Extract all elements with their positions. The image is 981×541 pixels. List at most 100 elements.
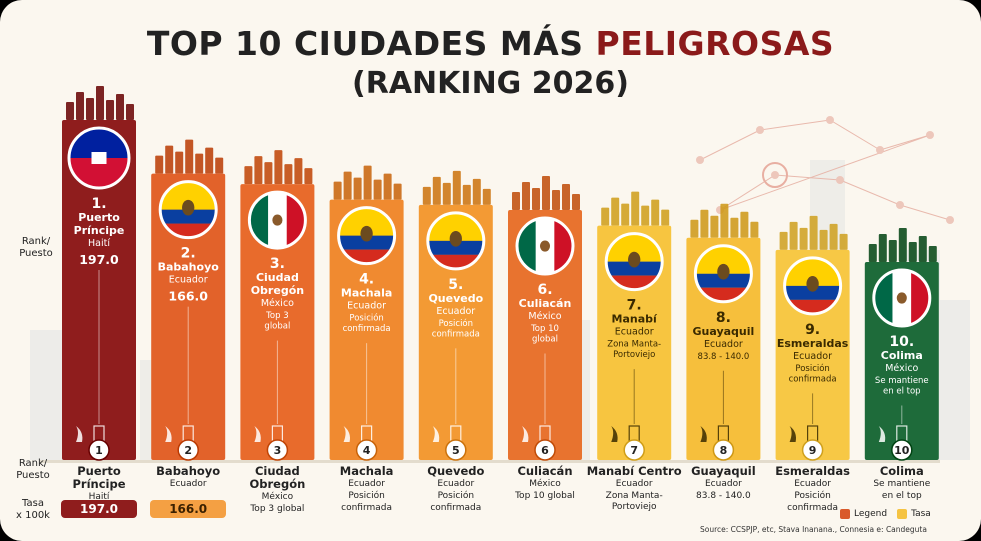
network-node (826, 116, 834, 124)
bottom-sub: Top 3 global (250, 504, 305, 514)
bar-note-label: confirmada (789, 374, 837, 384)
rank-circle-number: 6 (541, 444, 549, 457)
bar-rank-label: 5. (448, 277, 463, 293)
bottom-sub: confirmada (430, 503, 482, 513)
bottom-sub: Ecuador (794, 479, 831, 489)
bottom-city: Guayaquil (691, 464, 756, 478)
bar-skyline (333, 165, 402, 200)
fire-icon (700, 426, 707, 442)
bottom-sub: México (261, 492, 294, 502)
skyline-tower (442, 182, 451, 205)
rate-label-line-2: x 100k (16, 510, 50, 521)
skyline-tower (868, 244, 877, 262)
skyline-tower (462, 184, 471, 205)
bar-4 (329, 199, 404, 460)
bottom-sub: Posición (348, 491, 385, 501)
bar-skyline (244, 150, 313, 185)
bar-country-label: Haití (88, 238, 110, 249)
bar-city-label: Obregón (251, 284, 304, 297)
bar-country-label: Ecuador (704, 339, 743, 350)
network-decoration (696, 116, 954, 224)
bottom-label-1: Puerto Príncipe Haití (51, 465, 147, 503)
rank-circle-number: 4 (363, 444, 371, 457)
network-node (876, 146, 884, 154)
bar-country-label: México (528, 311, 561, 322)
fire-icon (343, 426, 350, 442)
bar-note-label: en el top (883, 387, 921, 397)
fire-icon (878, 426, 886, 442)
bar-city-label: Guayaquil (693, 325, 755, 338)
bottom-label-3: Ciudad Obregón México Top 3 global (229, 465, 325, 515)
skyline-tower (809, 215, 818, 250)
fire-icon (789, 426, 796, 442)
bar-city-label: Puerto (78, 211, 120, 224)
skyline-tower (789, 221, 798, 250)
bar-skyline (66, 86, 134, 120)
bar-country-label: Ecuador (169, 275, 208, 286)
skyline-tower (472, 178, 481, 205)
bar-skyline (512, 176, 580, 211)
skyline-tower (621, 203, 630, 226)
skyline-tower (908, 242, 917, 262)
skyline-tower (393, 183, 402, 200)
bar-skyline (690, 203, 759, 238)
bottom-city: Manabí Centro (586, 464, 682, 478)
bottom-sub: Top 10 global (515, 491, 575, 501)
rank-circle (534, 439, 556, 461)
bar-note-label: confirmada (432, 329, 480, 339)
bar-note-label: Posición (795, 363, 829, 374)
rank-circle (623, 439, 645, 461)
bar-city-label: Ciudad (256, 271, 299, 284)
network-link (774, 174, 841, 181)
skyline-tower (76, 92, 84, 120)
ecuador-flag-icon (158, 180, 218, 240)
ecuador-flag-icon (604, 232, 664, 292)
bar-note-label: global (532, 335, 558, 345)
bottom-sub: confirmada (341, 503, 393, 513)
ecuador-flag-icon (426, 211, 486, 271)
fire-icon (165, 426, 172, 442)
skyline-tower (155, 155, 164, 174)
skyline-tower (611, 197, 620, 226)
rate-pill-1: 197.0 (61, 500, 137, 518)
skyline-tower (175, 151, 184, 174)
legend-swatch (840, 509, 850, 519)
bar-city-label: Esmeraldas (777, 337, 849, 350)
title-main: TOP 10 CIUDADES MÁS (146, 24, 596, 63)
skyline-tower (928, 246, 937, 262)
rank-circle (266, 439, 289, 461)
bar-city-label: Colima (881, 349, 923, 362)
skyline-tower (304, 168, 313, 185)
bar-rank-label: 9. (805, 322, 820, 338)
skyline-tower (422, 186, 431, 205)
bar-rank-label: 1. (91, 196, 106, 212)
skyline-tower (532, 188, 540, 211)
bar-note-label: 83.8 - 140.0 (698, 352, 750, 362)
skyline-tower (264, 162, 273, 185)
bottom-label-9: Esmeraldas Ecuador Posición confirmada (765, 465, 861, 514)
fire-icon (432, 426, 440, 442)
skyline-tower (651, 199, 660, 226)
network-node (756, 126, 764, 134)
skyline-tower (512, 192, 520, 211)
rate-label-line-1: Tasa (22, 498, 44, 509)
bar-note-label: Se mantiene (875, 376, 929, 386)
ecuador-flag-icon (337, 206, 397, 266)
bottom-label-5: Quevedo Ecuador Posición confirmada (408, 465, 504, 514)
haiti-flag-icon (67, 126, 131, 190)
bottom-sub: Ecuador (615, 479, 653, 489)
bar-country-label: Ecuador (793, 351, 832, 362)
bottom-city: Babahoyo (156, 464, 221, 478)
bottom-city: Machala (339, 464, 394, 478)
bar-note-label: global (264, 322, 290, 332)
skyline-tower (116, 94, 124, 120)
skyline-tower (244, 166, 253, 185)
network-node (896, 201, 904, 209)
skyline-tower (333, 181, 342, 200)
network-node (771, 171, 779, 179)
rank-circle-number: 9 (809, 444, 817, 457)
